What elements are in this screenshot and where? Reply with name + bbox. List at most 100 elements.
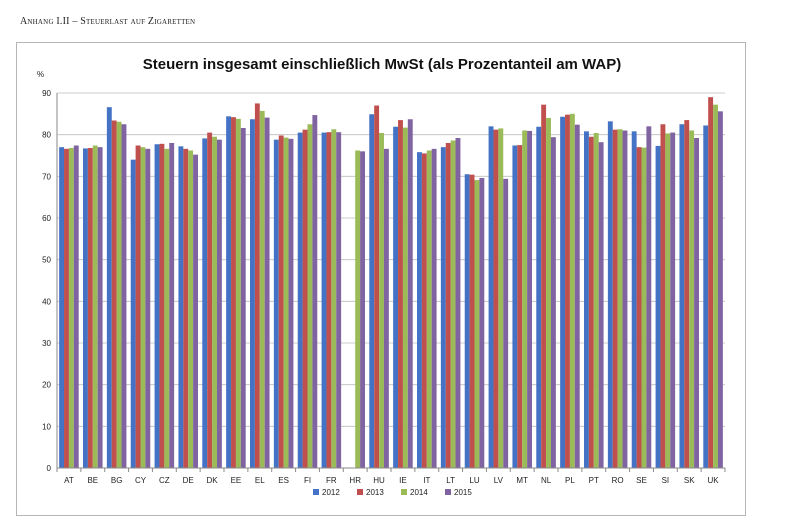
bar-mt-2013 [517, 145, 523, 468]
bar-ee-2012 [226, 116, 232, 468]
bar-fr-2012 [321, 132, 327, 468]
bar-fr-2014 [331, 129, 337, 468]
bar-lt-2014 [450, 140, 456, 468]
y-tick-label: 10 [42, 422, 51, 431]
bar-pl-2014 [569, 113, 575, 468]
legend-swatch-2014 [401, 489, 407, 495]
bar-dk-2015 [216, 139, 222, 468]
bar-nl-2014 [546, 118, 551, 468]
bar-cz-2014 [164, 148, 170, 468]
legend-swatch-2013 [357, 489, 363, 495]
bar-bg-2013 [111, 120, 117, 468]
bar-it-2015 [431, 148, 437, 468]
bar-si-2014 [665, 133, 671, 468]
x-tick-label: HR [349, 476, 361, 485]
y-tick-label: 80 [42, 131, 51, 140]
bar-it-2012 [417, 152, 422, 468]
bar-lv-2014 [498, 128, 504, 468]
bar-pt-2014 [593, 133, 599, 468]
bar-ee-2014 [235, 118, 241, 468]
bar-be-2014 [92, 145, 98, 468]
bar-ee-2015 [240, 128, 246, 468]
bar-chart: Steuern insgesamt einschließlich MwSt (a… [37, 56, 726, 497]
y-tick-label: 50 [42, 256, 51, 265]
bar-uk-2013 [708, 97, 714, 468]
y-tick-label: 70 [42, 172, 51, 181]
bar-be-2013 [87, 148, 93, 468]
legend-label-2014: 2014 [410, 488, 428, 497]
bar-es-2014 [283, 137, 289, 468]
bar-hr-2015 [360, 151, 365, 468]
bar-it-2013 [421, 153, 427, 468]
bar-lv-2013 [493, 129, 499, 468]
y-tick-label: 30 [42, 339, 51, 348]
bar-ie-2014 [402, 127, 408, 468]
x-tick-label: AT [64, 476, 74, 485]
bar-cy-2012 [130, 159, 136, 468]
bar-uk-2014 [713, 104, 718, 468]
bar-lv-2015 [503, 178, 509, 469]
bar-cz-2012 [154, 144, 160, 468]
bar-nl-2013 [541, 104, 547, 468]
x-tick-label: DK [207, 476, 219, 485]
legend-swatch-2012 [313, 489, 319, 495]
y-tick-label: 40 [42, 297, 51, 306]
y-axis-label: % [37, 70, 44, 79]
bar-lv-2012 [488, 126, 494, 468]
x-tick-label: MT [516, 476, 528, 485]
bar-dk-2014 [212, 136, 217, 468]
bar-el-2014 [259, 110, 265, 469]
x-tick-label: IT [423, 476, 430, 485]
bar-hu-2013 [374, 105, 380, 468]
bar-ro-2013 [612, 129, 618, 468]
bar-pl-2015 [574, 124, 580, 469]
bar-lu-2013 [469, 174, 475, 468]
bar-cy-2015 [145, 148, 151, 468]
bar-fi-2012 [297, 132, 303, 468]
bar-cz-2015 [169, 143, 175, 468]
x-tick-label: SE [636, 476, 647, 485]
bar-lt-2015 [455, 138, 461, 468]
x-tick-label: PL [565, 476, 575, 485]
bar-de-2013 [183, 148, 189, 468]
bar-nl-2012 [536, 126, 542, 468]
bar-pl-2012 [560, 116, 566, 468]
bar-es-2015 [288, 138, 294, 468]
y-tick-label: 60 [42, 214, 51, 223]
bar-es-2012 [273, 139, 279, 468]
x-tick-label: SI [662, 476, 670, 485]
y-tick-label: 20 [42, 381, 51, 390]
bar-hu-2012 [369, 114, 375, 468]
bar-at-2014 [68, 148, 74, 468]
bar-fi-2014 [307, 124, 313, 468]
x-tick-label: BE [87, 476, 98, 485]
x-tick-label: EL [255, 476, 265, 485]
bar-be-2012 [83, 148, 88, 468]
bar-de-2015 [193, 154, 198, 468]
legend-label-2015: 2015 [454, 488, 472, 497]
bar-de-2014 [188, 150, 194, 468]
bar-cz-2013 [159, 143, 165, 468]
bar-lt-2012 [440, 147, 446, 468]
x-tick-label: LU [469, 476, 479, 485]
bar-dk-2013 [207, 132, 213, 468]
bar-el-2015 [264, 117, 270, 468]
bar-mt-2012 [512, 145, 518, 468]
y-tick-label: 90 [42, 89, 51, 98]
bar-pl-2013 [565, 114, 570, 469]
bar-at-2012 [59, 147, 65, 468]
x-tick-label: EE [231, 476, 242, 485]
bar-nl-2015 [550, 137, 556, 468]
x-tick-label: BG [111, 476, 123, 485]
bar-ro-2014 [617, 129, 623, 468]
x-tick-label: DE [183, 476, 194, 485]
page-heading: Anhang I.II – Steuerlast auf Zigaretten [20, 16, 196, 27]
x-tick-label: RO [612, 476, 624, 485]
bar-pt-2015 [598, 142, 604, 468]
bar-se-2015 [646, 126, 652, 468]
bar-es-2013 [278, 135, 284, 468]
x-tick-label: FI [304, 476, 311, 485]
x-tick-label: IE [399, 476, 407, 485]
chart-frame: Steuern insgesamt einschließlich MwSt (a… [16, 42, 746, 516]
bar-si-2015 [670, 132, 676, 468]
